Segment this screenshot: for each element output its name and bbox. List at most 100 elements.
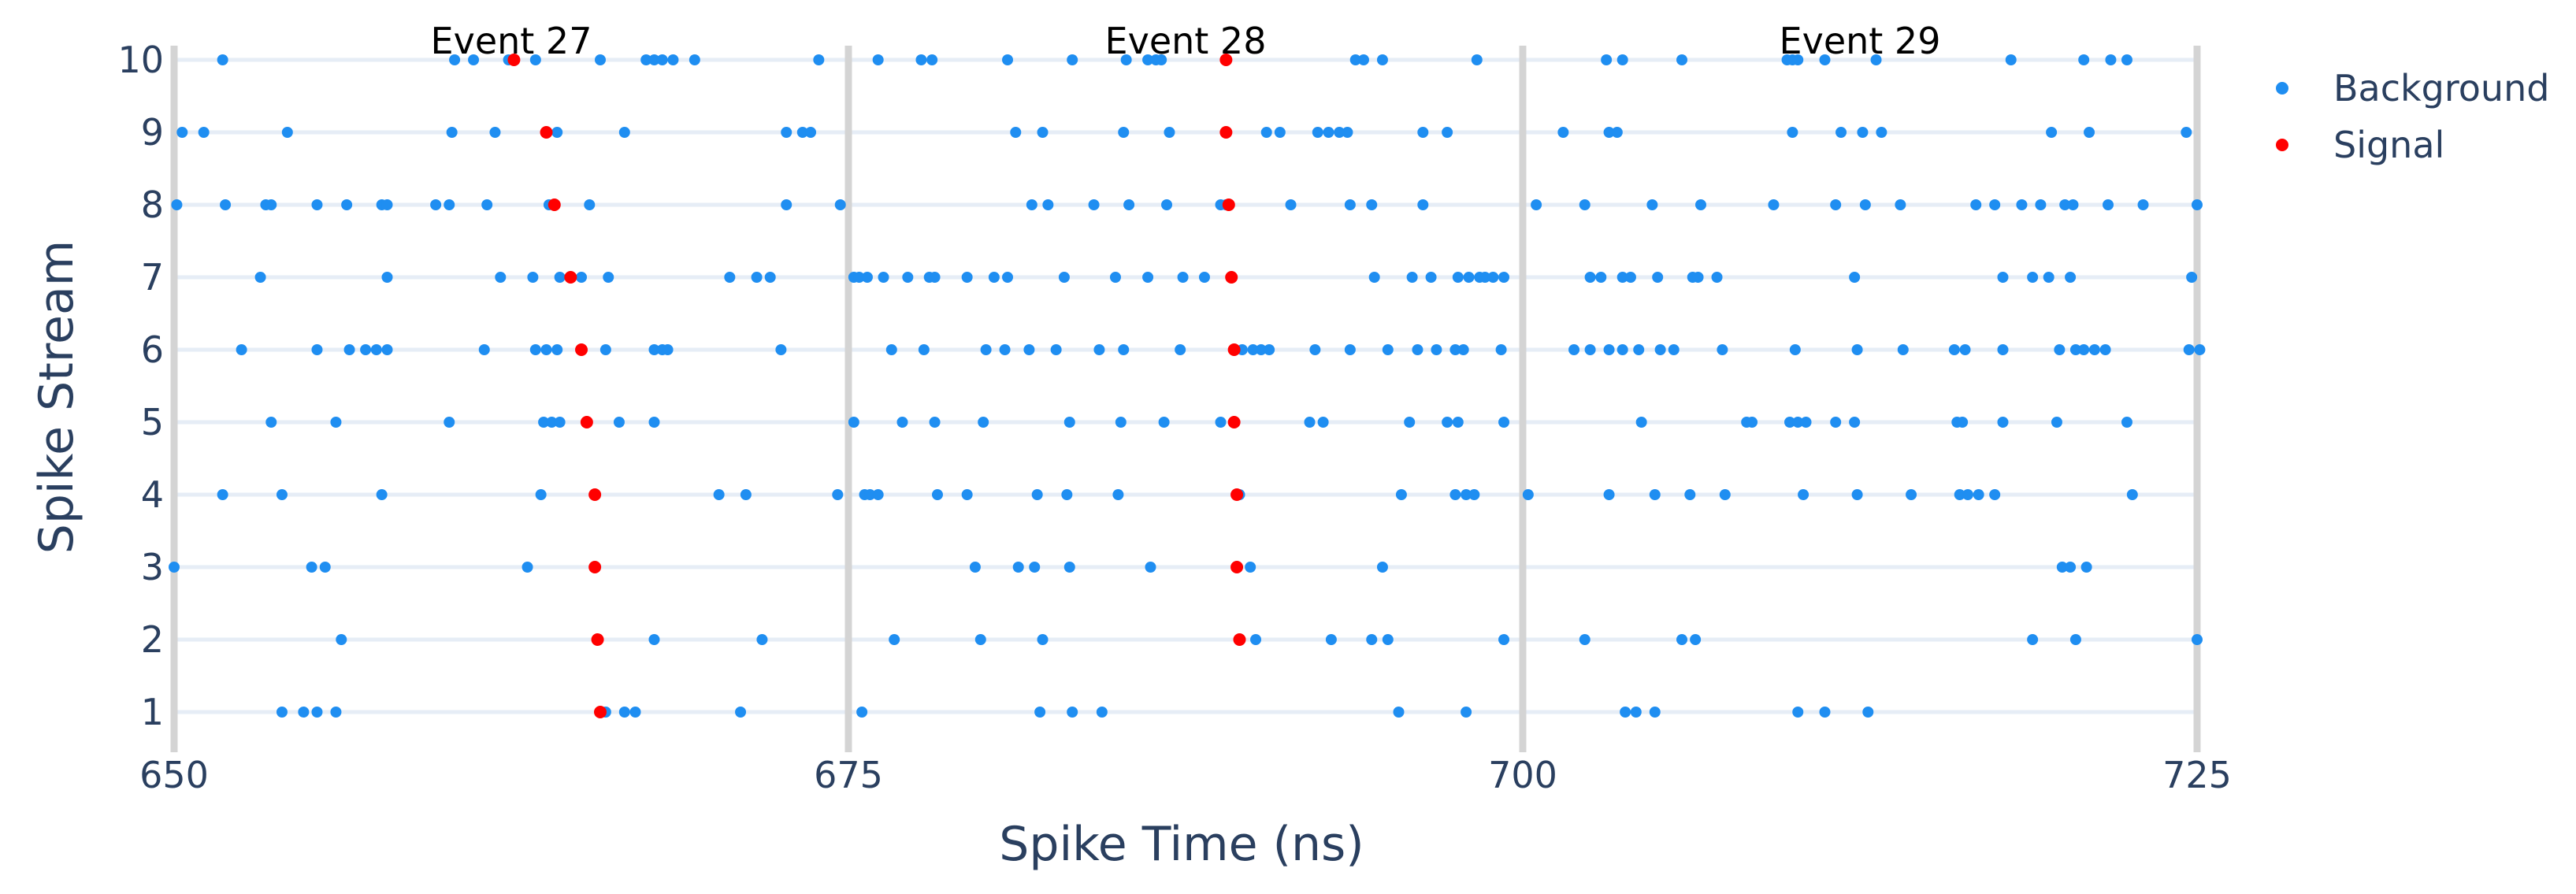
background-spike-point <box>1654 344 1666 355</box>
background-spike-point <box>978 417 989 428</box>
background-spike-point <box>1897 344 1909 355</box>
background-spike-point <box>1690 634 1702 645</box>
background-spike-point <box>1851 344 1863 355</box>
background-spike-point <box>276 489 288 500</box>
background-spike-point <box>1029 562 1041 573</box>
background-spike-point <box>1630 707 1642 718</box>
background-spike-point <box>648 634 660 645</box>
background-spike-point <box>613 417 625 428</box>
background-spike-point <box>1498 417 1510 428</box>
background-spike-point <box>276 707 288 718</box>
background-spike-point <box>861 272 873 283</box>
background-spike-point <box>1382 344 1394 355</box>
background-spike-point <box>1145 562 1156 573</box>
background-spike-point <box>1557 127 1569 138</box>
background-spike-point <box>1668 344 1680 355</box>
background-spike-point <box>236 344 247 355</box>
background-spike-point <box>311 199 323 210</box>
background-spike-point <box>171 199 183 210</box>
background-spike-point <box>430 199 442 210</box>
signal-spike-point <box>1227 343 1241 356</box>
background-spike-point <box>1522 489 1534 500</box>
background-spike-point <box>2099 344 2111 355</box>
signal-spike-point <box>588 561 602 573</box>
grid-layer <box>174 57 2197 714</box>
background-spike-point <box>1442 127 1453 138</box>
background-spike-point <box>2051 417 2062 428</box>
background-spike-point <box>1417 199 1429 210</box>
background-spike-point <box>1620 707 1631 718</box>
background-spike-point <box>1031 489 1043 500</box>
legend[interactable]: Background Signal <box>2276 67 2549 166</box>
background-spike-point <box>1368 272 1380 283</box>
background-spike-point <box>1142 272 1154 283</box>
background-spike-point <box>1457 344 1469 355</box>
background-spike-point <box>1989 199 2001 210</box>
signal-spike-point <box>547 198 561 211</box>
tick-label-layer: 650 675 700 725 1 2 3 4 5 6 7 8 9 10 <box>117 39 2231 796</box>
background-spike-point <box>1857 127 1869 138</box>
background-spike-point <box>878 272 889 283</box>
background-spike-point <box>1449 344 1461 355</box>
background-spike-point <box>2065 562 2077 573</box>
background-spike-point <box>1870 54 1882 65</box>
background-spike-point <box>2035 199 2047 210</box>
background-spike-point <box>198 127 210 138</box>
background-spike-point <box>1334 127 1346 138</box>
background-spike-point <box>1584 344 1596 355</box>
background-spike-point <box>1309 344 1321 355</box>
background-spike-point <box>1895 199 1906 210</box>
background-spike-point <box>931 489 943 500</box>
background-spike-point <box>311 344 323 355</box>
background-spike-point <box>381 199 393 210</box>
background-spike-point <box>2105 54 2117 65</box>
background-spike-point <box>1312 127 1323 138</box>
background-spike-point <box>1633 344 1645 355</box>
background-spike-point <box>1579 634 1591 645</box>
signal-spike-point <box>591 633 604 646</box>
background-spike-point <box>1479 272 1491 283</box>
background-spike-point <box>1468 489 1480 500</box>
background-spike-point <box>546 417 558 428</box>
background-spike-point <box>306 562 317 573</box>
background-spike-point <box>2080 562 2092 573</box>
background-spike-point <box>1798 489 1810 500</box>
background-spike-point <box>2067 199 2079 210</box>
legend-entry-label: Background <box>2333 67 2549 109</box>
background-spike-point <box>961 272 973 283</box>
background-spike-point <box>848 417 859 428</box>
legend-marker <box>2276 82 2288 95</box>
background-spike-point <box>1175 344 1186 355</box>
background-spike-point <box>311 707 323 718</box>
background-spike-point <box>1376 562 1388 573</box>
background-spike-point <box>856 707 868 718</box>
background-spike-point <box>929 272 941 283</box>
background-spike-point <box>176 127 188 138</box>
background-spike-point <box>1058 272 1070 283</box>
background-spike-point <box>1471 54 1483 65</box>
background-spike-point <box>988 272 1000 283</box>
legend-marker <box>2276 139 2288 151</box>
event-label-layer: Event 27 Event 28 Event 29 <box>431 20 1941 62</box>
x-tick-label: 725 <box>2162 754 2232 796</box>
background-spike-point <box>576 272 588 283</box>
background-spike-point <box>2183 344 2195 355</box>
background-spike-point <box>1906 489 1917 500</box>
event-boundary-layer <box>170 46 2201 752</box>
background-spike-point <box>1452 272 1464 283</box>
background-spike-point <box>1093 344 1105 355</box>
background-spike-point <box>535 489 547 500</box>
background-spike-point <box>713 489 725 500</box>
background-spike-point <box>896 417 908 428</box>
background-spike-point <box>281 127 293 138</box>
background-spike-point <box>1156 54 1167 65</box>
background-spike-point <box>2121 417 2132 428</box>
background-spike-point <box>929 417 941 428</box>
background-spike-point <box>751 272 763 283</box>
background-spike-point <box>764 272 776 283</box>
background-spike-point <box>594 54 606 65</box>
background-spike-point <box>254 272 266 283</box>
background-spike-point <box>1800 417 1812 428</box>
background-spike-point <box>217 54 228 65</box>
